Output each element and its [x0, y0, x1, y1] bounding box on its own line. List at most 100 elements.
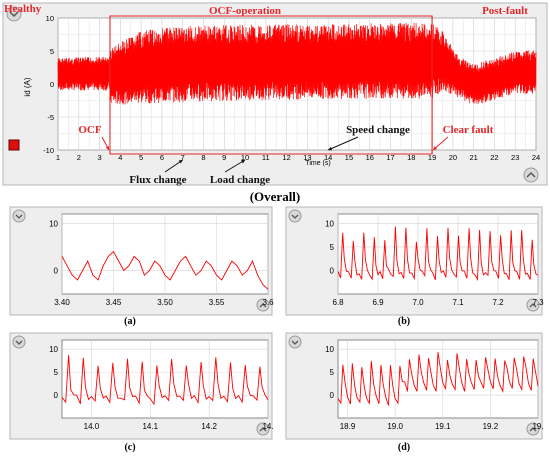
speed-change-arrow: [327, 136, 359, 151]
x-tick-label: 19.2: [483, 422, 499, 431]
x-tick-label: 10: [241, 153, 249, 162]
load-change-arrow: [224, 159, 246, 173]
x-tick-label: 18: [407, 153, 415, 162]
sub-panel-b: 6.8 6.9 7.0 7.1 7.2 7.3 10 5 0 (b): [285, 206, 544, 327]
y-tick-label: 5: [330, 243, 335, 252]
overall-trace: [57, 22, 537, 105]
chevron-up-icon: [259, 303, 267, 308]
sub-panel-d: 18.9 19.0 19.1 19.2 19. 10 5 0 (d): [285, 332, 544, 453]
chevron-up-icon: [529, 303, 537, 308]
x-tick-label: 19.1: [435, 422, 451, 431]
x-tick-label: 8: [201, 153, 205, 162]
chevron-down-icon: [9, 11, 19, 18]
expand-button[interactable]: [526, 298, 540, 312]
y-tick-label: 5: [54, 368, 59, 377]
sub-series-line: [337, 226, 539, 282]
overall-xlabel: Time (s): [305, 160, 330, 167]
overall-ticks: 1 2 3 4 5 6 7 8 9 10 11 12 13 14 15 16 17 18 19 20 21 22 23 241…: [43, 14, 540, 162]
overall-series-line: [57, 22, 537, 105]
x-tick-label: 22: [490, 153, 498, 162]
x-tick-label: 24: [532, 153, 540, 162]
chevron-down-icon: [15, 214, 23, 219]
chevron-down-icon: [291, 340, 299, 345]
sub-panels: 3.40 3.45 3.50 3.55 3.6 10 0 (a) 6.8 6.9 7.0 7.1 7.2…: [9, 206, 544, 453]
collapse-button[interactable]: [12, 335, 26, 349]
overall-annotations: [109, 15, 433, 155]
expand-button[interactable]: [523, 167, 539, 183]
x-tick-label: 7.0: [412, 298, 424, 307]
sub-panel-caption: (b): [398, 316, 410, 327]
y-tick-label: -5: [47, 113, 54, 122]
x-tick-label: 15: [345, 153, 353, 162]
x-tick-label: 6.8: [332, 298, 344, 307]
x-tick-label: 19.0: [387, 422, 403, 431]
x-tick-label: 14.1: [142, 422, 158, 431]
x-tick-label: 11: [262, 153, 270, 162]
x-tick-label: 17: [386, 153, 394, 162]
x-tick-label: 3.45: [106, 298, 122, 307]
x-tick-label: 3: [97, 153, 101, 162]
ocf-arrow-head: [105, 146, 109, 150]
annotation-flux-change: Flux change: [129, 174, 186, 186]
x-tick-label: 19: [428, 153, 436, 162]
y-tick-label: 0: [54, 391, 59, 400]
x-tick-label: 7.1: [452, 298, 464, 307]
x-tick-label: 20: [449, 153, 457, 162]
collapse-button[interactable]: [288, 335, 302, 349]
x-tick-label: 6: [160, 153, 164, 162]
y-tick-label: 5: [330, 368, 335, 377]
x-tick-label: 21: [469, 153, 477, 162]
y-tick-label: 0: [50, 80, 54, 89]
collapse-button[interactable]: [12, 209, 26, 223]
y-tick-label: 10: [49, 345, 58, 354]
x-tick-label: 14.2: [201, 422, 217, 431]
y-tick-label: 0: [330, 266, 335, 275]
x-tick-label: 5: [139, 153, 143, 162]
region-label-ocf-operation: OCF-operation: [209, 5, 281, 17]
x-tick-label: 19.: [532, 422, 543, 431]
x-tick-label: 3.50: [157, 298, 173, 307]
flux-change-arrow-head: [178, 160, 183, 164]
sub-plot-area: [337, 213, 539, 295]
y-tick-label: 10: [325, 219, 334, 228]
x-tick-label: 14.0: [84, 422, 100, 431]
y-tick-label: 0: [54, 266, 59, 275]
annotation-load-change: Load change: [210, 174, 270, 186]
flux-change-arrow: [164, 159, 183, 173]
x-tick-label: 13: [303, 153, 311, 162]
legend-swatch: [8, 139, 20, 151]
x-tick-label: 3.40: [54, 298, 70, 307]
chevron-down-icon: [15, 340, 23, 345]
x-tick-label: 2: [77, 153, 81, 162]
x-tick-label: 1: [56, 153, 60, 162]
expand-button[interactable]: [526, 422, 540, 436]
annotation-ocf: OCF: [78, 124, 102, 136]
sub-series-line: [337, 352, 539, 406]
annotation-arrows: [101, 136, 449, 173]
load-change-arrow-head: [241, 160, 246, 164]
chevron-down-icon: [291, 214, 299, 219]
region-label-healthy: Healthy: [4, 3, 42, 15]
x-tick-label: 3.55: [209, 298, 225, 307]
x-tick-label: 12: [282, 153, 290, 162]
x-tick-label: 7.2: [492, 298, 504, 307]
region-label-post-fault: Post-fault: [482, 5, 528, 17]
sub-panel-caption: (d): [398, 442, 410, 453]
y-tick-label: 10: [46, 14, 54, 23]
y-tick-label: -10: [43, 146, 54, 155]
sub-panel-c: 14.0 14.1 14.2 14. 10 5 0 (c): [9, 332, 274, 453]
y-tick-label: 5: [50, 47, 54, 56]
sub-plot-area: [337, 339, 539, 419]
expand-button[interactable]: [256, 422, 270, 436]
x-tick-label: 14: [324, 153, 332, 162]
y-tick-label: 10: [325, 345, 334, 354]
collapse-button[interactable]: [288, 209, 302, 223]
expand-button[interactable]: [256, 298, 270, 312]
chevron-up-icon: [529, 427, 537, 432]
sub-panel-caption: (a): [124, 316, 136, 327]
x-tick-label: 3.6: [262, 298, 274, 307]
x-tick-label: 7: [181, 153, 185, 162]
collapse-button[interactable]: [6, 6, 22, 22]
x-tick-label: 18.9: [340, 422, 356, 431]
y-tick-label: 0: [330, 391, 335, 400]
